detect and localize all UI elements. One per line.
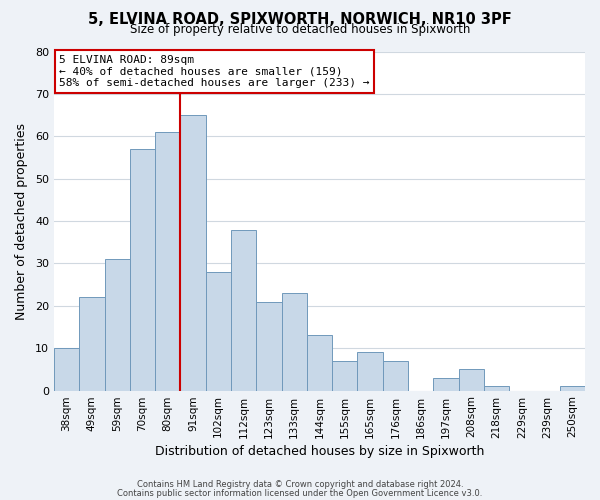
- Bar: [358, 352, 383, 391]
- X-axis label: Distribution of detached houses by size in Spixworth: Distribution of detached houses by size …: [155, 444, 484, 458]
- Bar: [484, 386, 509, 390]
- Text: 5 ELVINA ROAD: 89sqm
← 40% of detached houses are smaller (159)
58% of semi-deta: 5 ELVINA ROAD: 89sqm ← 40% of detached h…: [59, 55, 370, 88]
- Bar: [256, 302, 281, 390]
- Text: Size of property relative to detached houses in Spixworth: Size of property relative to detached ho…: [130, 22, 470, 36]
- Bar: [79, 298, 104, 390]
- Bar: [181, 115, 206, 390]
- Bar: [130, 149, 155, 390]
- Text: 5, ELVINA ROAD, SPIXWORTH, NORWICH, NR10 3PF: 5, ELVINA ROAD, SPIXWORTH, NORWICH, NR10…: [88, 12, 512, 28]
- Text: Contains HM Land Registry data © Crown copyright and database right 2024.: Contains HM Land Registry data © Crown c…: [137, 480, 463, 489]
- Bar: [560, 386, 585, 390]
- Bar: [433, 378, 458, 390]
- Bar: [155, 132, 181, 390]
- Bar: [206, 272, 231, 390]
- Bar: [231, 230, 256, 390]
- Bar: [104, 259, 130, 390]
- Bar: [281, 293, 307, 390]
- Bar: [307, 336, 332, 390]
- Bar: [458, 370, 484, 390]
- Text: Contains public sector information licensed under the Open Government Licence v3: Contains public sector information licen…: [118, 488, 482, 498]
- Bar: [383, 361, 408, 390]
- Bar: [332, 361, 358, 390]
- Bar: [54, 348, 79, 391]
- Y-axis label: Number of detached properties: Number of detached properties: [15, 122, 28, 320]
